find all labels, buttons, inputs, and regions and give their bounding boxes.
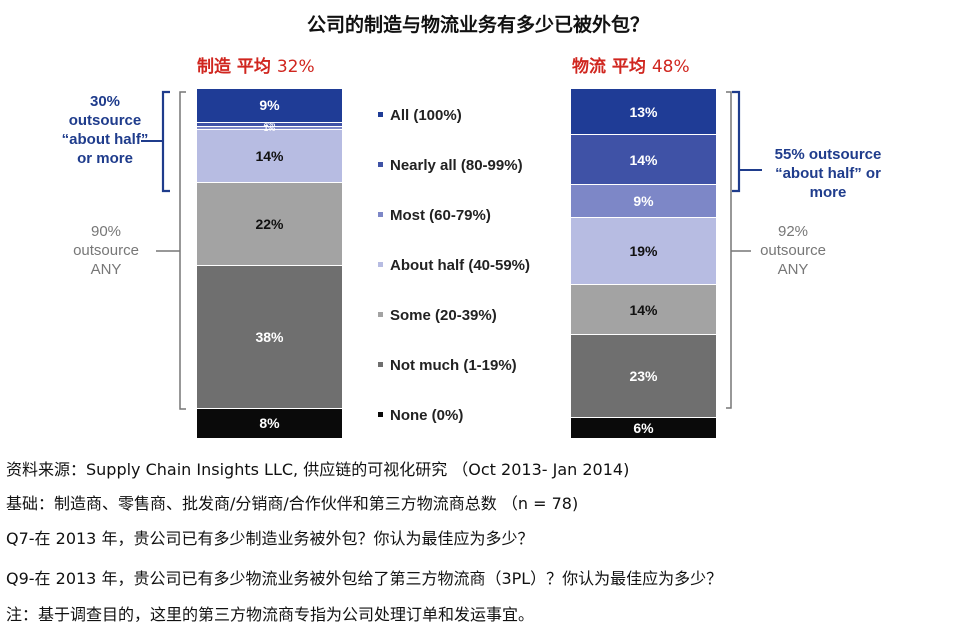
segment-label: 9% <box>633 193 654 209</box>
legend-marker <box>378 261 383 267</box>
legend-item: About half (40-59%) <box>378 257 530 274</box>
footer-q7: Q7-在 2013 年，贵公司已有多少制造业务被外包？你认为最佳应为多少？ <box>6 529 534 548</box>
left-half-note: 30% outsource “about half” or more <box>50 92 160 168</box>
bar-segment: 13% <box>571 89 716 136</box>
segment-label: 14% <box>629 301 658 318</box>
legend-label: Nearly all (80-99%) <box>390 157 523 174</box>
legend-label: Some (20-39%) <box>390 307 497 324</box>
legend-label: Most (60-79%) <box>390 207 491 224</box>
right-half-note: 55% outsource “about half” or more <box>758 145 898 202</box>
footer-q9: Q9-在 2013 年，贵公司已有多少物流业务被外包给了第三方物流商（3PL）？… <box>6 569 723 588</box>
logistics-stacked-bar: 6% 23% 14% 19% 9% 14% 13% <box>571 89 716 439</box>
segment-label: 22% <box>255 216 284 232</box>
left-half-bracket <box>161 90 170 193</box>
segment-label: 23% <box>629 368 658 384</box>
legend-item: None (0%) <box>378 407 463 424</box>
legend-label: Not much (1-19%) <box>390 357 517 374</box>
bar-segment: 9% <box>571 185 716 218</box>
segment-label: 6% <box>633 419 654 436</box>
bar-segment: 14% <box>571 135 716 186</box>
right-any-bracket <box>726 91 732 409</box>
legend-marker <box>378 411 383 417</box>
segment-label: 9% <box>259 97 280 114</box>
left-any-note: 90% outsource ANY <box>56 222 156 279</box>
segment-label: 19% <box>629 243 658 260</box>
logistics-avg-value: 48% <box>651 57 690 77</box>
bar-segment: 9% <box>197 89 342 123</box>
right-half-note-line: more <box>809 184 847 201</box>
segment-label: 14% <box>629 151 658 168</box>
legend-marker <box>378 161 383 167</box>
legend-item: Some (20-39%) <box>378 307 497 324</box>
bar-segment: 14% <box>197 130 342 184</box>
left-half-note-line: outsource <box>68 112 142 129</box>
right-half-note-line: “about half” or <box>775 165 881 182</box>
bar-segment: 38% <box>197 265 342 409</box>
left-half-note-line: “about half” <box>61 131 149 148</box>
right-any-note: 92% outsource ANY <box>743 222 843 279</box>
bar-segment: 6% <box>571 417 716 439</box>
manufacturing-name: 制造 <box>197 57 231 77</box>
legend-item: All (100%) <box>378 107 462 124</box>
legend-marker <box>378 211 383 217</box>
bar-segment: 8% <box>197 408 342 439</box>
segment-label: 13% <box>629 103 658 120</box>
right-any-note-line: outsource <box>760 242 826 259</box>
bar-segment: 19% <box>571 217 716 286</box>
left-any-bracket <box>179 91 186 410</box>
logistics-avg-label: 平均 <box>611 57 646 77</box>
logistics-header: 物流 平均 48% <box>572 52 690 77</box>
legend-item: Not much (1-19%) <box>378 357 517 374</box>
footer-source: 资料来源：Supply Chain Insights LLC, 供应链的可视化研… <box>6 460 630 479</box>
left-any-note-line: ANY <box>90 261 122 278</box>
bar-segment: 14% <box>571 285 716 336</box>
segment-label: 4% <box>263 119 276 129</box>
left-half-note-line: or more <box>77 150 133 167</box>
legend-label: All (100%) <box>390 107 462 124</box>
right-half-bracket <box>732 90 741 193</box>
legend-marker <box>378 311 383 317</box>
left-half-note-line: 30% <box>89 93 121 110</box>
footer-basis: 基础：制造商、零售商、批发商/分销商/合作伙伴和第三方物流商总数 （n = 78… <box>6 494 579 513</box>
segment-label: 1% <box>263 123 276 133</box>
logistics-name: 物流 <box>572 57 606 77</box>
legend-marker <box>378 111 383 117</box>
legend-marker <box>378 361 383 367</box>
left-any-note-line: outsource <box>73 242 139 259</box>
right-any-note-line: 92% <box>777 223 809 240</box>
legend-item: Nearly all (80-99%) <box>378 157 523 174</box>
segment-label: 14% <box>255 148 284 165</box>
bar-segment: 22% <box>197 183 342 266</box>
legend-label: None (0%) <box>390 407 464 424</box>
legend-item: Most (60-79%) <box>378 207 491 224</box>
segment-label: 38% <box>255 328 284 345</box>
right-any-note-line: ANY <box>777 261 809 278</box>
bar-segment: 1% <box>197 123 342 133</box>
right-half-note-line: 55% outsource <box>774 146 882 163</box>
manufacturing-header: 制造 平均 32% <box>197 52 315 77</box>
chart-title: 公司的制造与物流业务有多少已被外包？ <box>306 14 649 36</box>
manufacturing-avg-value: 32% <box>276 57 315 77</box>
segment-label: 8% <box>259 415 280 432</box>
legend-label: About half (40-59%) <box>390 257 531 274</box>
bar-segment: 4% <box>197 119 342 129</box>
manufacturing-stacked-bar: 8% 38% 22% 14% 1% 4% 9% <box>197 89 342 439</box>
bar-segment: 23% <box>571 335 716 418</box>
left-any-note-line: 90% <box>90 223 122 240</box>
manufacturing-avg-label: 平均 <box>236 57 271 77</box>
footer-note: 注：基于调查目的，这里的第三方物流商专指为公司处理订单和发运事宜。 <box>6 605 535 624</box>
